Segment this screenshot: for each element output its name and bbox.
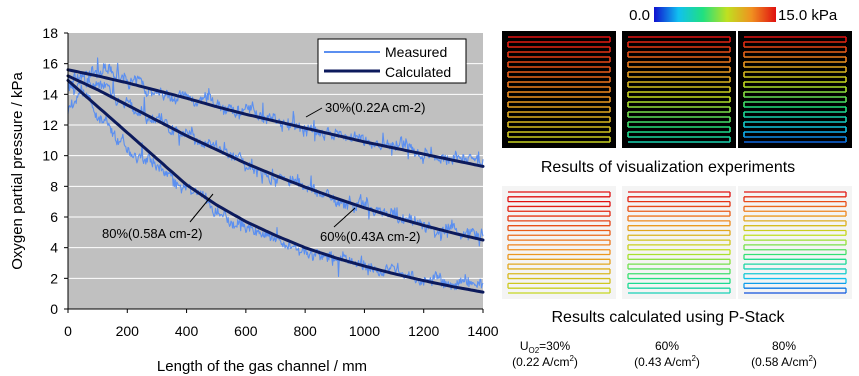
y-tick-label: 0 <box>50 301 58 317</box>
calculated-panel-background <box>502 186 616 299</box>
visualization-panel-background <box>622 31 736 148</box>
x-tick-label: 1000 <box>349 323 380 339</box>
color-scale-max-label: 15.0 kPa <box>778 7 838 24</box>
series-measured-30pct <box>67 57 484 168</box>
annotations: 30%(0.22A cm-2) 60%(0.43A cm-2) 80%(0.58… <box>102 100 425 244</box>
y-tick-label: 14 <box>42 86 58 102</box>
legend: Measured Calculated <box>317 38 467 84</box>
y-tick-label: 16 <box>42 56 58 72</box>
y-tick-label: 8 <box>50 178 58 194</box>
visualization-panel-3 <box>738 31 852 148</box>
line-chart: 0 2 4 6 8 10 12 14 16 18 0 200 400 600 800 1000 1200 140… <box>9 25 499 375</box>
column-label-2-utilization: 60% <box>655 339 679 353</box>
y-tick-label: 6 <box>50 209 58 225</box>
y-tick-label: 18 <box>42 25 58 41</box>
visualization-caption: Results of visualization experiments <box>541 159 795 176</box>
y-tick-label: 2 <box>50 270 58 286</box>
x-tick-label: 1400 <box>467 323 498 339</box>
visualization-panels <box>502 31 852 148</box>
visualization-panel-2 <box>622 31 736 148</box>
x-tick-label: 0 <box>64 323 72 339</box>
column-label-1-utilization: UO2=30% <box>520 339 571 355</box>
annotation-leader-80 <box>189 193 214 223</box>
y-tick-label: 12 <box>42 117 58 133</box>
series-calculated-60pct <box>66 74 485 242</box>
column-label-3-current: (0.58 A/cm2) <box>751 354 817 369</box>
x-tick-label: 1200 <box>408 323 439 339</box>
x-tick-label: 800 <box>293 323 317 339</box>
y-tick-label: 4 <box>50 240 58 256</box>
color-scale-bar <box>654 7 776 22</box>
series-calculated-30pct <box>66 68 485 168</box>
series-calculated-80pct <box>66 79 485 294</box>
axes <box>64 32 484 313</box>
calculated-panel-background <box>622 186 736 299</box>
annotation-leader-60 <box>333 207 356 228</box>
series-layer <box>66 57 485 294</box>
legend-label-calculated: Calculated <box>385 64 451 80</box>
column-label-2-current: (0.43 A/cm2) <box>634 354 700 369</box>
annotation-60: 60%(0.43A cm-2) <box>320 229 420 244</box>
annotation-leader-30 <box>305 107 323 118</box>
calculated-panel-3 <box>738 186 852 299</box>
calculated-panels <box>502 186 852 299</box>
calculated-caption: Results calculated using P-Stack <box>552 309 786 326</box>
annotation-30: 30%(0.22A cm-2) <box>325 100 425 115</box>
x-tick-label: 400 <box>175 323 199 339</box>
y-tick-labels: 0 2 4 6 8 10 12 14 16 18 <box>42 25 58 317</box>
calculated-panel-1 <box>502 186 616 299</box>
y-tick-label: 10 <box>42 148 58 164</box>
visualization-panel-background <box>738 31 852 148</box>
gridlines <box>68 63 483 279</box>
x-axis-label: Length of the gas channel / mm <box>157 358 367 375</box>
calculated-panel-2 <box>622 186 736 299</box>
x-tick-label: 200 <box>116 323 140 339</box>
column-label-1-current: (0.22 A/cm2) <box>512 354 578 369</box>
color-scale-min-label: 0.0 <box>629 7 650 24</box>
calculated-panel-background <box>738 186 852 299</box>
column-labels: UO2=30% (0.22 A/cm2) 60% (0.43 A/cm2) 80… <box>512 339 817 369</box>
x-tick-labels: 0 200 400 600 800 1000 1200 1400 <box>64 323 499 339</box>
x-tick-label: 600 <box>234 323 258 339</box>
column-label-3-utilization: 80% <box>772 339 796 353</box>
visualization-panel-1 <box>502 31 616 148</box>
visualization-panel-background <box>502 31 616 148</box>
color-scale: 0.0 15.0 kPa <box>629 7 838 24</box>
annotation-80: 80%(0.58A cm-2) <box>102 226 202 241</box>
legend-label-measured: Measured <box>385 44 447 60</box>
y-axis-label: Oxygen partial pressure / kPa <box>9 72 26 270</box>
legend-box <box>317 38 467 84</box>
